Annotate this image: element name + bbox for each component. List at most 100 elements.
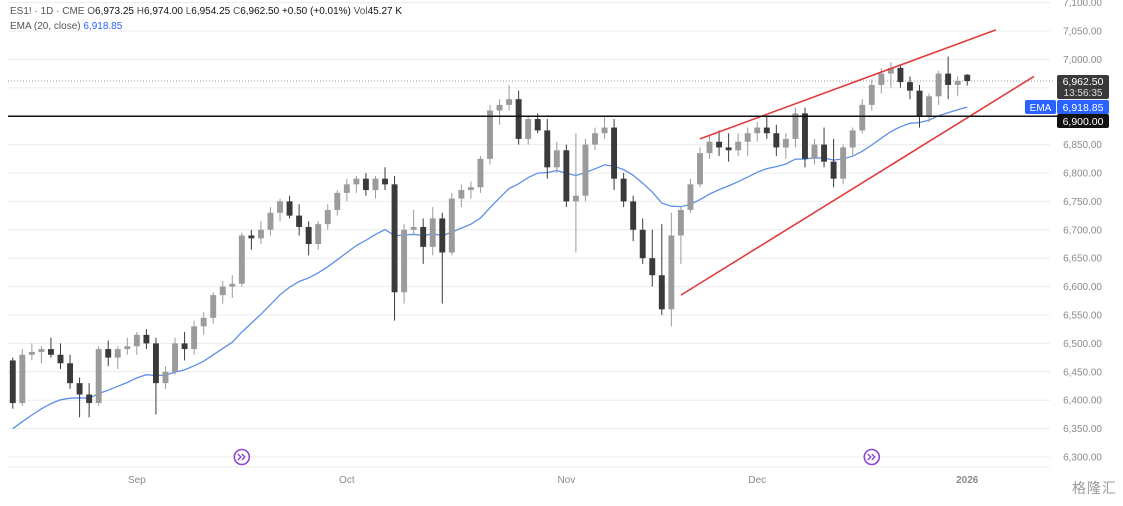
candle-body bbox=[57, 354, 64, 364]
candle-body bbox=[487, 110, 493, 159]
trendline[interactable] bbox=[699, 29, 997, 140]
candle bbox=[773, 124, 780, 156]
candle-body bbox=[907, 82, 913, 91]
candle-body bbox=[229, 283, 236, 287]
candle-body bbox=[420, 226, 427, 247]
candle-body bbox=[582, 144, 589, 196]
x-tick-label: Sep bbox=[128, 475, 146, 486]
x-tick-label: Oct bbox=[339, 475, 355, 486]
time-axis[interactable]: Sep Oct Nov Dec 2026 bbox=[8, 466, 1050, 486]
candle bbox=[57, 343, 64, 369]
candle-body bbox=[677, 209, 684, 236]
last-price-badge: 6,962.50 bbox=[1063, 76, 1104, 88]
candle bbox=[849, 127, 856, 156]
price-axis[interactable]: 6,300.00 6,350.00 6,400.00 6,450.00 6,500.00… bbox=[1063, 0, 1102, 464]
ema-price-badge: 6,918.85 bbox=[1063, 102, 1104, 114]
candle-body bbox=[286, 201, 293, 216]
candle-body bbox=[401, 229, 408, 293]
candle-body bbox=[133, 334, 140, 347]
candle-body bbox=[9, 360, 16, 404]
candle-body bbox=[76, 383, 83, 395]
candle bbox=[601, 116, 608, 139]
candle bbox=[95, 346, 102, 406]
candle bbox=[687, 178, 694, 213]
candle bbox=[334, 190, 341, 216]
event-marker-icon[interactable] bbox=[863, 448, 881, 466]
candle-body bbox=[172, 343, 178, 372]
candle-body bbox=[515, 99, 522, 139]
candle-body bbox=[954, 80, 961, 85]
candle-body bbox=[410, 226, 417, 230]
candle bbox=[868, 79, 875, 111]
candle-body bbox=[324, 209, 331, 225]
candle bbox=[544, 119, 551, 179]
candle-body bbox=[630, 201, 637, 230]
candle-body bbox=[649, 258, 656, 276]
candle-body bbox=[544, 130, 551, 168]
candle-body bbox=[162, 371, 169, 384]
ema-value: 6,918.85 bbox=[83, 21, 123, 32]
event-layer bbox=[233, 448, 881, 466]
candle-body bbox=[506, 99, 513, 105]
candle bbox=[677, 207, 684, 264]
candle bbox=[286, 195, 293, 219]
last-price-badge-bg bbox=[1057, 75, 1109, 99]
candle bbox=[257, 221, 264, 244]
ema-label: EMA (20, close) bbox=[10, 21, 81, 32]
candle-body bbox=[439, 218, 446, 253]
candle bbox=[620, 173, 627, 208]
candle-body bbox=[964, 74, 971, 81]
candle bbox=[639, 218, 646, 264]
candle bbox=[935, 70, 942, 105]
candle-body bbox=[945, 73, 952, 85]
countdown-badge: 13:56:35 bbox=[1064, 88, 1103, 99]
candle-body bbox=[878, 73, 885, 85]
candle bbox=[152, 337, 159, 415]
candle-body bbox=[152, 343, 159, 384]
candle bbox=[582, 138, 589, 202]
candle-body bbox=[601, 127, 608, 134]
volume-label: Vol bbox=[353, 6, 368, 17]
candle-body bbox=[19, 354, 26, 404]
low-value: 6,954.25 bbox=[191, 6, 231, 17]
candle-body bbox=[277, 201, 283, 213]
candle bbox=[716, 130, 723, 156]
candle bbox=[458, 184, 465, 208]
volume-value: 45.27 K bbox=[367, 6, 403, 17]
candle bbox=[506, 84, 513, 111]
candle-body bbox=[372, 178, 379, 191]
candle bbox=[191, 320, 198, 355]
candle-body bbox=[67, 363, 73, 384]
event-marker-icon[interactable] bbox=[233, 448, 251, 466]
candle bbox=[277, 198, 283, 222]
candle-body bbox=[782, 138, 789, 148]
candle-body bbox=[458, 190, 465, 199]
candle bbox=[802, 107, 808, 168]
candle bbox=[487, 104, 493, 165]
candle bbox=[105, 340, 112, 367]
candle-body bbox=[706, 141, 713, 154]
candle bbox=[143, 329, 150, 350]
candle bbox=[477, 155, 484, 193]
candle-body bbox=[668, 235, 675, 310]
candle bbox=[410, 209, 417, 236]
candle-body bbox=[219, 286, 226, 296]
candle-body bbox=[257, 229, 264, 239]
candle bbox=[467, 181, 474, 199]
trendline[interactable] bbox=[680, 75, 1035, 296]
candle bbox=[887, 62, 894, 88]
candle bbox=[114, 346, 121, 369]
candle-body bbox=[725, 147, 732, 151]
candle bbox=[658, 224, 665, 315]
close-label: C bbox=[232, 6, 241, 17]
candle bbox=[735, 133, 742, 156]
y-tick-label: 6,400.00 bbox=[1063, 396, 1102, 407]
candle-body bbox=[334, 192, 341, 210]
candle bbox=[515, 90, 522, 145]
candle-body bbox=[830, 161, 837, 179]
candle-body bbox=[935, 73, 942, 97]
candle bbox=[945, 56, 952, 100]
candle bbox=[553, 141, 560, 173]
candle bbox=[172, 337, 178, 375]
